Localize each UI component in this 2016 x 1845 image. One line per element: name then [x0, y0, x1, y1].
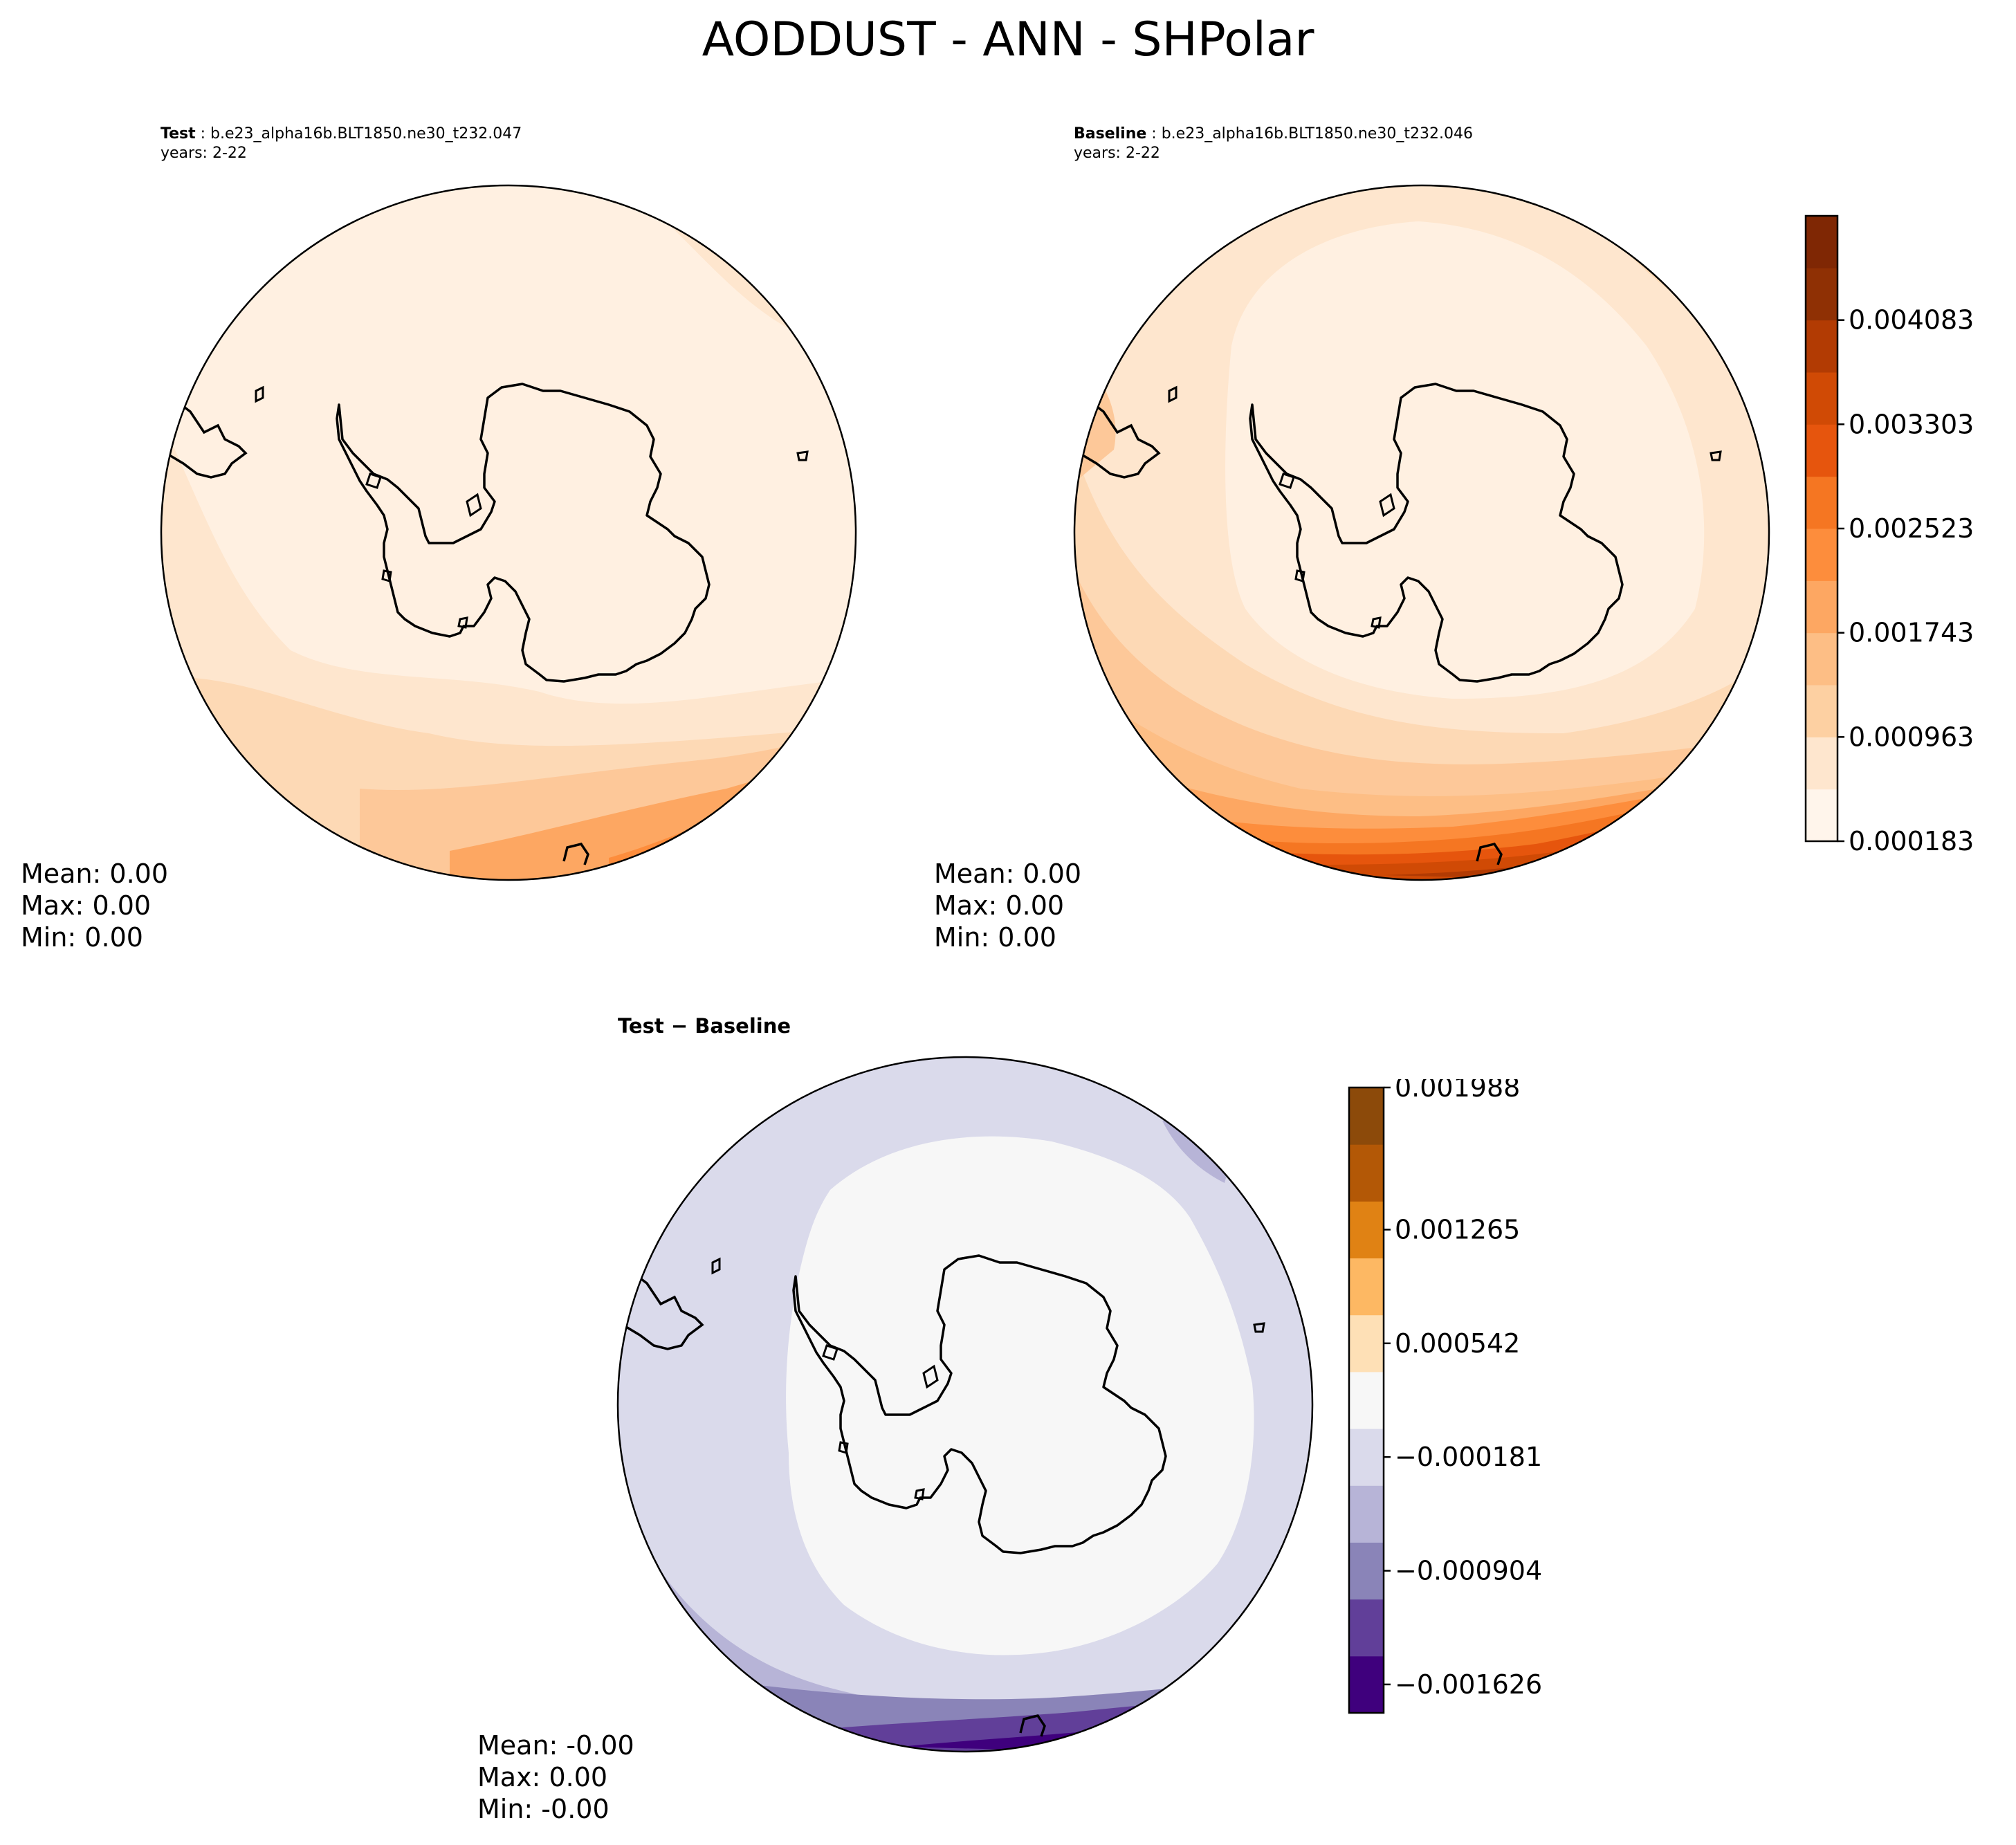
diff-colorbar-band [1349, 1258, 1384, 1316]
diff-max: Max: 0.00 [477, 1762, 608, 1792]
diff-colorbar-band [1349, 1314, 1384, 1373]
main-colorbar-band [1806, 685, 1838, 737]
main-colorbar-band [1806, 789, 1838, 842]
diff-colorbar-band [1349, 1087, 1384, 1145]
test-stats: Mean: 0.00 Max: 0.00 Min: 0.00 [21, 858, 168, 953]
diff-colorbar-band [1349, 1371, 1384, 1429]
diff-min: Min: -0.00 [477, 1794, 610, 1824]
baseline-mean: Mean: 0.00 [934, 859, 1082, 889]
diff-mean: Mean: -0.00 [477, 1730, 634, 1761]
diff-stats: Mean: -0.00 Max: 0.00 Min: -0.00 [477, 1729, 634, 1825]
test-case-name: b.e23_alpha16b.BLT1850.ne30_t232.047 [210, 125, 522, 143]
main-colorbar-band [1806, 320, 1838, 373]
main-colorbar-band [1806, 216, 1838, 268]
diff-colorbar-tick-label: −0.000181 [1395, 1442, 1542, 1472]
main-colorbar-band [1806, 529, 1838, 581]
test-mean: Mean: 0.00 [21, 859, 169, 889]
test-min: Min: 0.00 [21, 922, 143, 953]
diff-colorbar-band [1349, 1655, 1384, 1714]
figure-title: AODDUST - ANN - SHPolar [702, 12, 1314, 67]
main-colorbar-band [1806, 476, 1838, 529]
diff-colorbar-tick-label: 0.001265 [1395, 1214, 1520, 1245]
test-label: Test [161, 125, 196, 143]
main-colorbar-band [1806, 737, 1838, 790]
main-colorbar-band [1806, 632, 1838, 686]
diff-colorbar-tick-label: 0.001988 [1395, 1079, 1520, 1103]
baseline-label: Baseline [1074, 125, 1147, 143]
main-colorbar-tick-label: 0.004083 [1849, 305, 1974, 336]
baseline-stats: Mean: 0.00 Max: 0.00 Min: 0.00 [934, 858, 1081, 953]
diff-colorbar-band [1349, 1429, 1384, 1486]
diff-colorbar: −0.001626 −0.000904 −0.000181 0.000542 0.001… [1348, 1079, 1542, 1714]
baseline-case-label: Baseline : b.e23_alpha16b.BLT1850.ne30_t… [1074, 125, 1473, 162]
main-colorbar-tick-label: 0.003303 [1849, 409, 1974, 439]
test-case-label: Test : b.e23_alpha16b.BLT1850.ne30_t232.… [161, 125, 522, 162]
main-colorbar: 0.000183 0.000963 0.001743 0.002523 0.003303… [1804, 214, 1974, 856]
diff-colorbar-band [1349, 1485, 1384, 1543]
diff-colorbar-frame [1348, 1086, 1385, 1714]
main-colorbar-tick-label: 0.001743 [1849, 618, 1974, 648]
diff-colorbar-tick-label: −0.001626 [1395, 1669, 1542, 1700]
test-years: years: 2-22 [161, 145, 247, 162]
baseline-max: Max: 0.00 [934, 890, 1065, 921]
baseline-years: years: 2-22 [1074, 145, 1160, 162]
diff-colorbar-band [1349, 1599, 1384, 1657]
diff-colorbar-tick-label: −0.000904 [1395, 1556, 1542, 1586]
main-colorbar-band [1806, 372, 1838, 425]
main-colorbar-band [1806, 268, 1838, 321]
main-colorbar-tick-label: 0.000963 [1849, 722, 1974, 752]
diff-colorbar-band [1349, 1201, 1384, 1259]
diff-colorbar-tick-label: 0.000542 [1395, 1328, 1520, 1359]
baseline-case-name: b.e23_alpha16b.BLT1850.ne30_t232.046 [1161, 125, 1473, 143]
baseline-min: Min: 0.00 [934, 922, 1056, 953]
main-colorbar-tick-label: 0.000183 [1849, 826, 1974, 856]
diff-panel-title: Test − Baseline [618, 1014, 791, 1038]
diff-map [618, 1057, 1312, 1752]
test-max: Max: 0.00 [21, 890, 152, 921]
main-colorbar-tick-label: 0.002523 [1849, 513, 1974, 544]
main-colorbar-band [1806, 580, 1838, 634]
diff-colorbar-band [1349, 1144, 1384, 1202]
diff-colorbar-band [1349, 1542, 1384, 1600]
main-colorbar-band [1806, 424, 1838, 477]
